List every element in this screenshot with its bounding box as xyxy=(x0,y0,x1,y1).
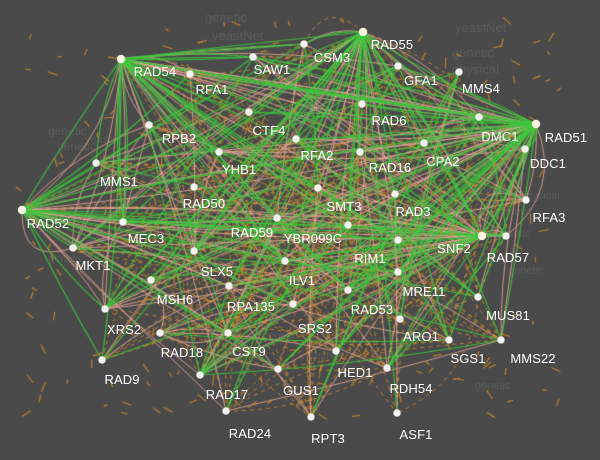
graph-node-rad53[interactable] xyxy=(344,286,352,294)
graph-node-asf1[interactable] xyxy=(393,409,401,417)
graph-node-mms4[interactable] xyxy=(455,68,463,76)
graph-node-rad16[interactable] xyxy=(356,148,364,156)
graph-node-yhb1[interactable] xyxy=(215,148,223,156)
graph-node-rad57[interactable] xyxy=(502,232,510,240)
graph-node-hed1[interactable] xyxy=(332,347,340,355)
graph-node-rpb2[interactable] xyxy=(145,121,153,129)
graph-node-rfa2[interactable] xyxy=(292,135,300,143)
graph-node-mus81[interactable] xyxy=(474,293,482,301)
graph-node-mkt1[interactable] xyxy=(69,244,77,252)
graph-node-rdh54[interactable] xyxy=(383,364,391,372)
graph-node-rad9[interactable] xyxy=(98,356,106,364)
graph-node-cst9[interactable] xyxy=(224,329,232,337)
graph-node-rad17[interactable] xyxy=(196,371,204,379)
graph-node-rim1[interactable] xyxy=(394,236,402,244)
graph-node-rpa135[interactable] xyxy=(225,282,233,290)
graph-node-rad54[interactable] xyxy=(117,55,125,63)
graph-node-ybr099c[interactable] xyxy=(344,221,352,229)
graph-node-csm3[interactable] xyxy=(300,40,308,48)
graph-node-ilv1[interactable] xyxy=(281,257,289,265)
graph-node-rad6[interactable] xyxy=(358,100,366,108)
graph-node-rad3[interactable] xyxy=(391,190,399,198)
graph-node-rad50[interactable] xyxy=(190,183,198,191)
graph-node-mms22[interactable] xyxy=(497,336,505,344)
graph-node-rfa3[interactable] xyxy=(522,196,530,204)
graph-node-ctf4[interactable] xyxy=(245,108,253,116)
graph-node-msh6[interactable] xyxy=(147,276,155,284)
graph-node-rfa1[interactable] xyxy=(186,70,194,78)
graph-node-slx5[interactable] xyxy=(190,247,198,255)
graph-node-srs2[interactable] xyxy=(289,300,297,308)
graph-node-rad59[interactable] xyxy=(273,214,281,222)
graph-node-mms1[interactable] xyxy=(92,159,100,167)
graph-node-aro1[interactable] xyxy=(396,315,404,323)
graph-node-rad51[interactable] xyxy=(532,120,540,128)
graph-node-gfa1[interactable] xyxy=(394,62,402,70)
graph-node-snf2[interactable] xyxy=(478,232,486,240)
graph-node-gus1[interactable] xyxy=(274,365,282,373)
graph-node-cpa2[interactable] xyxy=(420,139,428,147)
graph-node-sgs1[interactable] xyxy=(445,336,453,344)
graph-node-mre11[interactable] xyxy=(394,268,402,276)
graph-node-rad52[interactable] xyxy=(18,206,26,214)
graph-node-ddc1[interactable] xyxy=(521,145,529,153)
graph-node-smt3[interactable] xyxy=(314,184,322,192)
graph-node-dmc1[interactable] xyxy=(475,113,483,121)
graph-node-saw1[interactable] xyxy=(249,53,257,61)
graph-node-rad18[interactable] xyxy=(156,329,164,337)
graph-node-rad55[interactable] xyxy=(359,28,367,36)
graph-node-rad24[interactable] xyxy=(222,407,230,415)
graph-node-mec3[interactable] xyxy=(119,218,127,226)
graph-node-xrs2[interactable] xyxy=(101,305,109,313)
graph-node-rpt3[interactable] xyxy=(307,413,315,421)
